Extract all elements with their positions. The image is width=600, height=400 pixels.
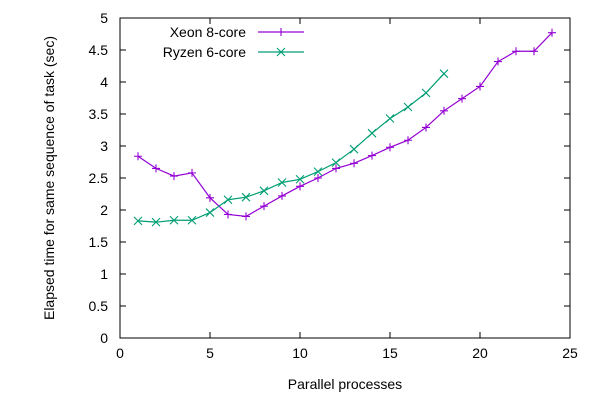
axes-frame [119, 17, 571, 339]
data-point [170, 172, 178, 181]
data-point [224, 210, 232, 219]
plot-border [119, 17, 571, 339]
data-point [296, 182, 304, 191]
data-point [368, 151, 376, 160]
data-point [169, 215, 179, 225]
y-tick-label: 4 [100, 74, 108, 90]
data-point [314, 174, 322, 182]
data-point [260, 202, 268, 211]
x-tick-label: 5 [206, 345, 214, 361]
data-point [206, 193, 214, 202]
data-point [241, 192, 251, 202]
data-point [278, 191, 286, 200]
x-tick-label: 10 [292, 345, 308, 361]
legend-label: Ryzen 6-core [163, 44, 246, 60]
data-point [295, 174, 305, 184]
x-tick-label: 20 [472, 345, 488, 361]
data-point [439, 69, 449, 79]
legend: Xeon 8-core Ryzen 6-core [163, 24, 304, 60]
data-point [187, 215, 197, 225]
data-point [476, 82, 484, 91]
data-point [259, 186, 269, 196]
data-point [458, 94, 466, 103]
y-tick-label: 3.5 [89, 106, 109, 122]
axis-ticks: 0 5 10 15 20 25 0 0.5 1 1.5 2 2.5 3 3.5 4 4.5 5 [89, 10, 578, 361]
data-point [223, 195, 233, 205]
y-tick-label: 2.5 [89, 170, 109, 186]
data-point [512, 47, 520, 56]
series-line [137, 73, 445, 223]
y-tick-label: 3 [100, 138, 108, 154]
legend-marker [277, 28, 285, 36]
y-tick-label: 2 [100, 202, 108, 218]
data-point [332, 164, 340, 173]
data-point [242, 212, 250, 221]
data-point [205, 208, 215, 217]
data-point [313, 167, 323, 176]
data-point [277, 178, 287, 187]
series-ryzen-6-core [133, 69, 449, 227]
x-tick-label: 0 [116, 345, 124, 361]
data-point [530, 47, 538, 56]
data-point [548, 28, 556, 37]
x-tick-label: 15 [382, 345, 398, 361]
y-tick-label: 0.5 [89, 298, 109, 314]
legend-marker [276, 47, 286, 57]
data-point [350, 159, 358, 168]
data-point [188, 168, 196, 177]
series-xeon-8-core [134, 28, 556, 221]
legend-label: Xeon 8-core [170, 24, 246, 40]
data-point [404, 136, 412, 145]
data-point [349, 144, 359, 154]
y-tick-label: 5 [100, 10, 108, 26]
data-point [367, 128, 377, 138]
series-layer [133, 28, 556, 227]
data-point [152, 164, 160, 173]
data-point [422, 123, 430, 132]
data-point [440, 106, 448, 115]
data-point [134, 152, 142, 161]
y-axis-label: Elapsed time for same sequence of task (… [41, 36, 57, 320]
data-point [133, 216, 143, 226]
series-line [137, 32, 553, 218]
data-point [385, 114, 395, 123]
data-point [331, 158, 341, 168]
data-point [421, 88, 431, 98]
data-point [151, 217, 161, 227]
y-tick-label: 1.5 [89, 234, 109, 250]
data-point [494, 57, 502, 66]
x-axis-label: Parallel processes [288, 376, 402, 392]
y-tick-label: 4.5 [89, 42, 109, 58]
y-tick-label: 1 [100, 266, 108, 282]
x-tick-label: 25 [562, 345, 578, 361]
data-point [403, 102, 413, 112]
y-tick-label: 0 [100, 330, 108, 346]
data-point [386, 143, 394, 152]
